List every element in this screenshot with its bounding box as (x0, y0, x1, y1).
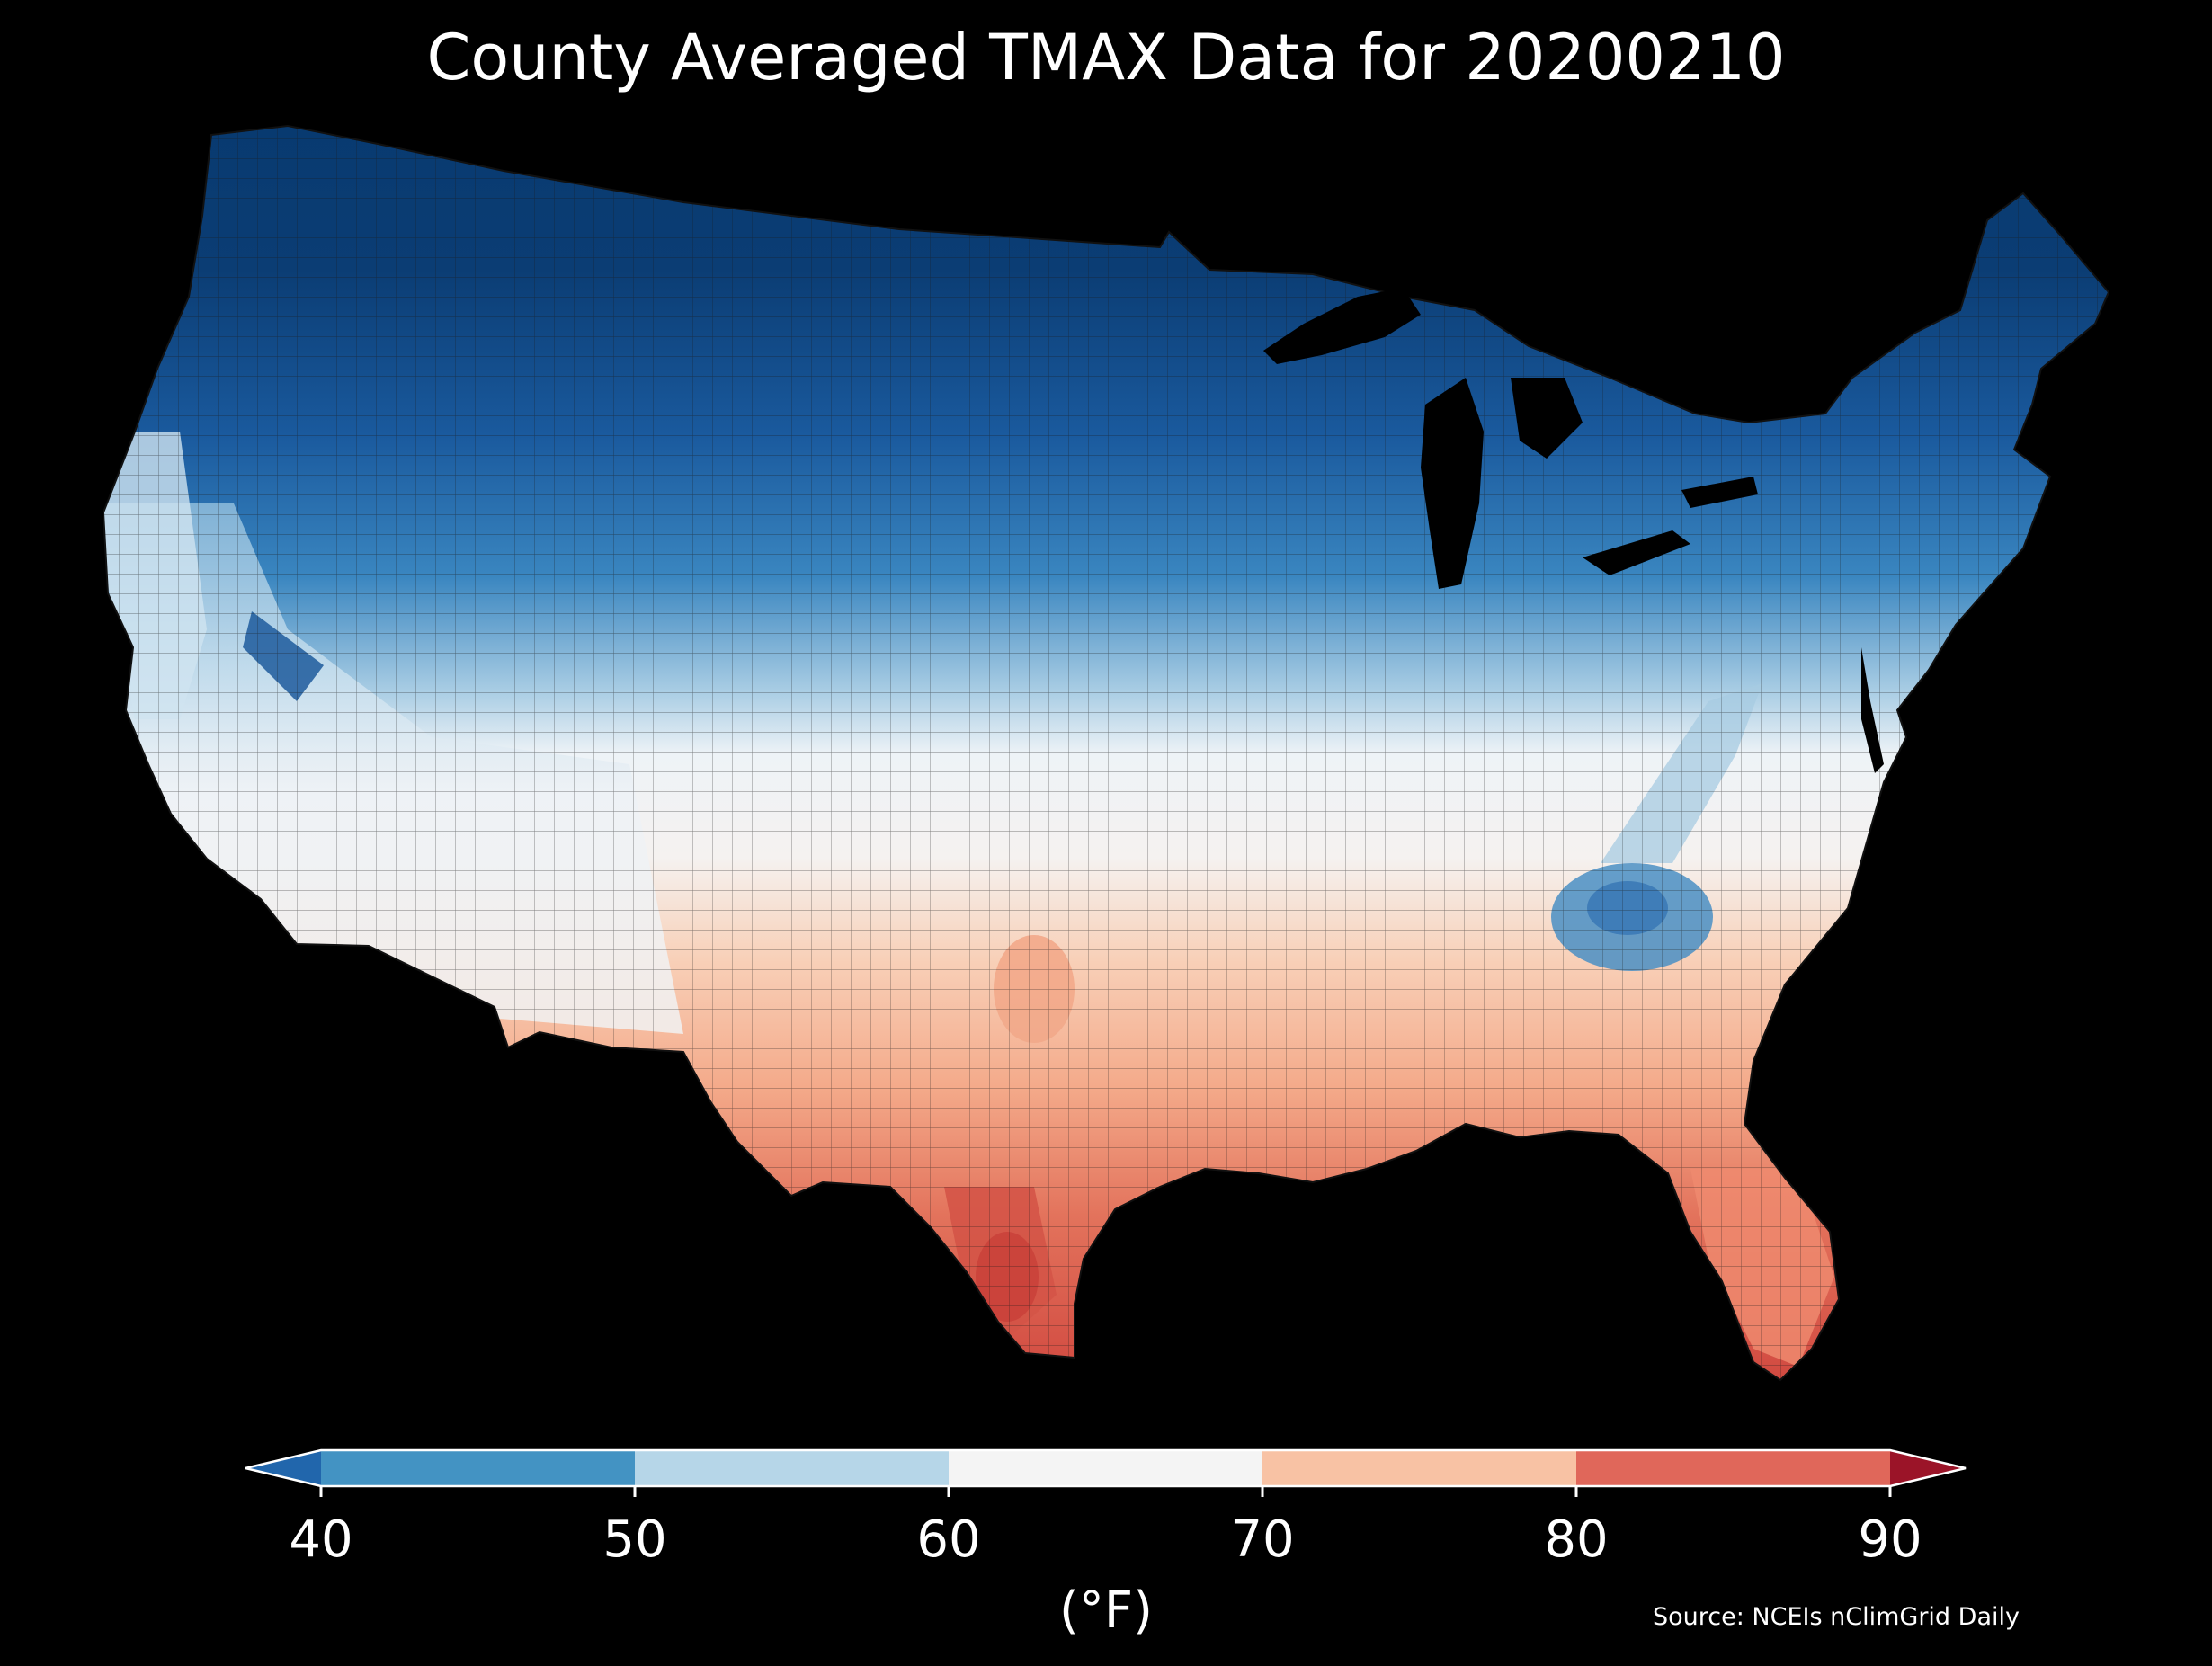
colorbar-segment (1576, 1450, 1890, 1486)
lake-erie (1583, 530, 1690, 575)
source-note: Source: NCEIs nClimGrid Daily (1653, 1603, 2020, 1631)
colorbar-segment (321, 1450, 635, 1486)
colorbar-segment (1262, 1450, 1576, 1486)
colorbar-tick-label: 80 (1544, 1510, 1608, 1569)
colorbar: 40 50 60 70 80 90 (°F) (245, 1448, 1967, 1640)
chesapeake-bay (1861, 647, 1884, 773)
colorbar-segments (245, 1448, 1967, 1488)
lake-huron (1511, 378, 1583, 459)
colorbar-tick-label: 40 (289, 1510, 352, 1569)
colorbar-segment (635, 1450, 949, 1486)
lake-michigan (1421, 378, 1484, 589)
map-title: County Averaged TMAX Data for 20200210 (426, 21, 1786, 94)
colorbar-tick-label: 90 (1858, 1510, 1922, 1569)
lake-ontario (1681, 477, 1758, 508)
colorbar-ticks: 40 50 60 70 80 90 (289, 1486, 1922, 1569)
colorbar-tick-label: 70 (1230, 1510, 1294, 1569)
colorbar-label: (°F) (1059, 1581, 1153, 1640)
colorbar-extend-low (245, 1450, 321, 1486)
colorbar-segment (949, 1450, 1262, 1486)
colorbar-tick-label: 60 (916, 1510, 980, 1569)
colorbar-tick-label: 50 (602, 1510, 666, 1569)
us-county-map (103, 126, 2109, 1380)
lake-superior (1263, 288, 1421, 364)
colorbar-extend-high (1890, 1450, 1966, 1486)
